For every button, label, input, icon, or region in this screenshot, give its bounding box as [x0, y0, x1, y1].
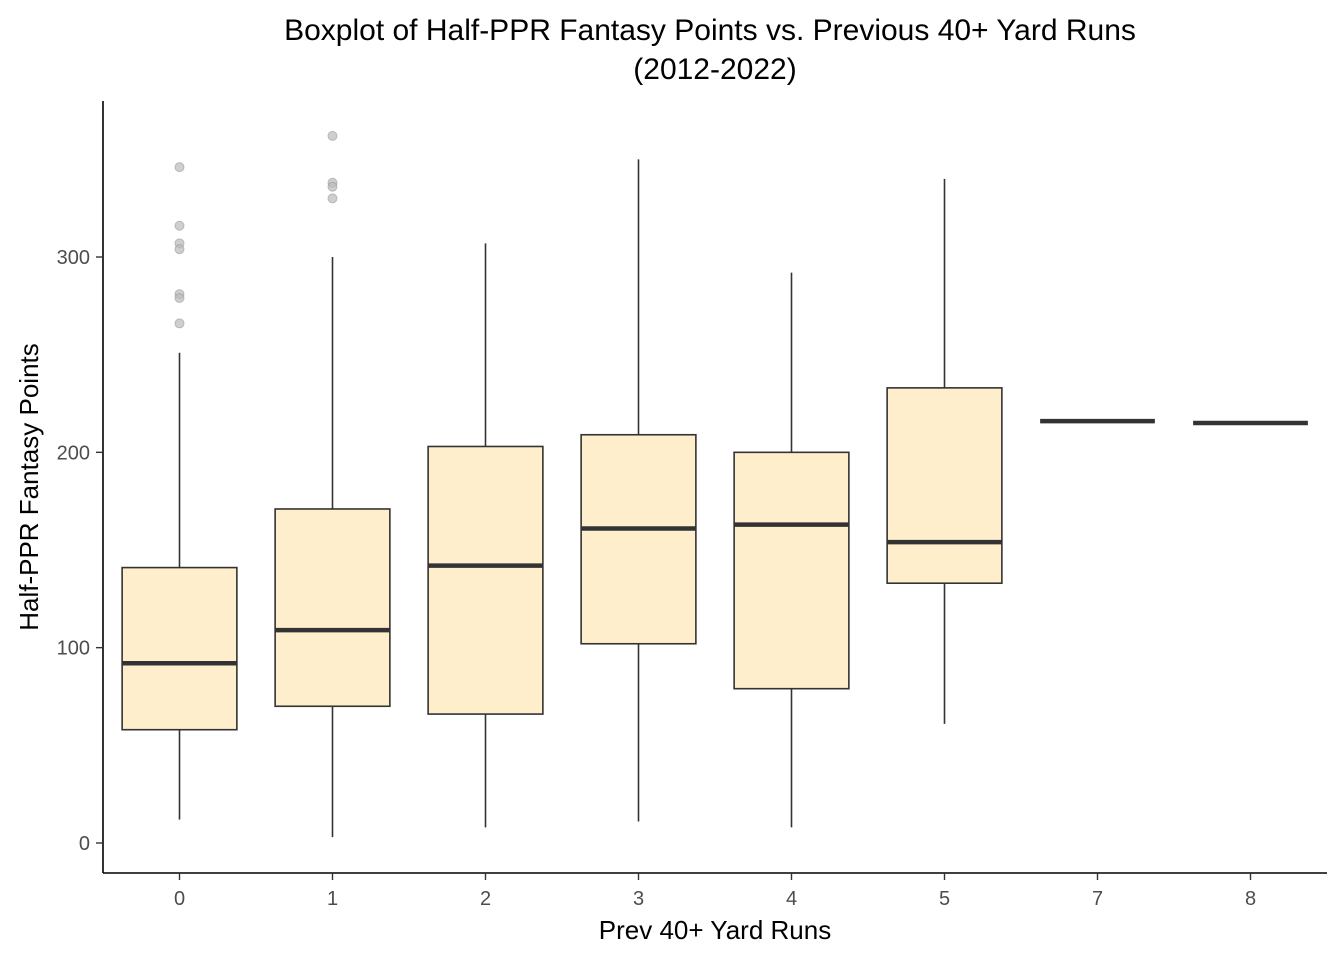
box-group: [274, 130, 391, 838]
x-tick-label: 1: [327, 888, 338, 910]
x-axis-label: Prev 40+ Yard Runs: [599, 915, 831, 945]
outlier-point: [174, 293, 185, 304]
y-axis-label: Half-PPR Fantasy Points: [14, 343, 44, 631]
x-tick-label: 4: [786, 888, 797, 910]
box-group: [733, 272, 850, 828]
box-group: [121, 162, 238, 820]
outlier-point: [174, 244, 185, 255]
outlier-point: [327, 130, 338, 141]
x-tick-label: 5: [939, 888, 950, 910]
x-tick-label: 3: [633, 888, 644, 910]
outlier-point: [327, 181, 338, 192]
y-tick-label: 200: [57, 442, 90, 464]
x-tick-label: 2: [480, 888, 491, 910]
y-tick-label: 300: [57, 247, 90, 269]
box-group: [427, 243, 544, 828]
y-axis-ticks: 0 100 200 300: [57, 247, 103, 855]
box-iqr: [427, 445, 544, 715]
y-tick-label: 0: [79, 833, 90, 855]
x-tick-label: 7: [1092, 888, 1103, 910]
chart-subtitle: (2012-2022): [633, 53, 796, 86]
x-axis-ticks: 0 1 2 3 4 5 7 8: [174, 873, 1256, 910]
outlier-point: [327, 193, 338, 204]
box-iqr: [733, 451, 850, 690]
box-group: [580, 159, 697, 822]
chart-title: Boxplot of Half-PPR Fantasy Points vs. P…: [284, 14, 1136, 47]
box-iqr: [580, 433, 697, 645]
box-iqr: [886, 387, 1003, 585]
box-group: [886, 178, 1003, 724]
box-iqr: [121, 566, 238, 731]
plot-area: [121, 130, 1308, 838]
outlier-point: [174, 220, 185, 231]
x-tick-label: 8: [1245, 888, 1256, 910]
outlier-point: [174, 162, 185, 173]
box-iqr: [274, 508, 391, 708]
outlier-point: [174, 318, 185, 329]
y-tick-label: 100: [57, 638, 90, 660]
x-tick-label: 0: [174, 888, 185, 910]
